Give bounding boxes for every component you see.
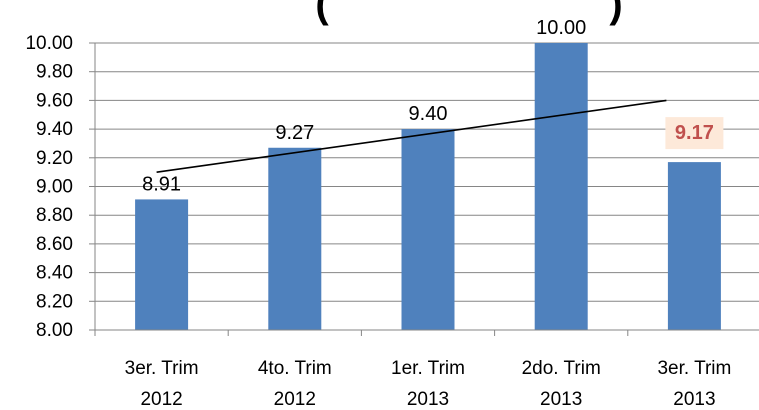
trendline-layer	[156, 99, 667, 173]
bars	[135, 43, 721, 330]
y-tick-label: 9.80	[36, 62, 73, 83]
data-label: 9.17	[675, 122, 714, 144]
y-tick-label: 10.00	[25, 33, 73, 54]
y-tick-label: 9.20	[36, 148, 73, 169]
y-tick-label: 8.80	[36, 205, 73, 226]
y-tick-label: 8.00	[36, 320, 73, 341]
x-tick-label: 2013	[540, 389, 582, 410]
y-tick-label: 8.20	[36, 291, 73, 312]
x-tick-label: 2012	[274, 389, 316, 410]
x-tick-label: 3er. Trim	[125, 358, 199, 379]
x-tick-label: 4to. Trim	[258, 358, 332, 379]
x-tick-label: 2012	[140, 389, 182, 410]
trendline	[156, 99, 667, 173]
data-label: 8.91	[142, 173, 181, 195]
y-tick-label: 9.40	[36, 119, 73, 140]
chart-title-fragments: ( )	[315, 0, 622, 26]
bar	[534, 43, 588, 330]
data-label: 9.27	[275, 122, 314, 144]
bar	[667, 162, 721, 330]
y-tick-label: 9.00	[36, 177, 73, 198]
data-label: 10.00	[536, 17, 586, 39]
x-tick-label: 1er. Trim	[391, 358, 465, 379]
x-tick-label: 2do. Trim	[522, 358, 601, 379]
chart-title-open-paren: (	[315, 0, 329, 26]
axes: 8.00 8.20 8.40 8.60 8.80 9.00 9.20 9.40 9.60 9.80…	[25, 33, 759, 410]
chart-title-close-paren: )	[609, 0, 622, 26]
y-tick-label: 8.60	[36, 234, 73, 255]
highlighted-label-background	[665, 117, 724, 150]
bar	[401, 129, 455, 330]
x-tick-label: 2013	[407, 389, 449, 410]
y-tick-label: 8.40	[36, 263, 73, 284]
data-labels: 8.91 9.27 9.40 10.00 9.17	[142, 17, 724, 195]
x-tick-label: 2013	[673, 389, 715, 410]
y-tick-label: 9.60	[36, 90, 73, 111]
x-tick-label: 3er. Trim	[657, 358, 731, 379]
data-label: 9.40	[409, 103, 448, 125]
bar	[135, 199, 189, 330]
bar	[268, 147, 322, 330]
